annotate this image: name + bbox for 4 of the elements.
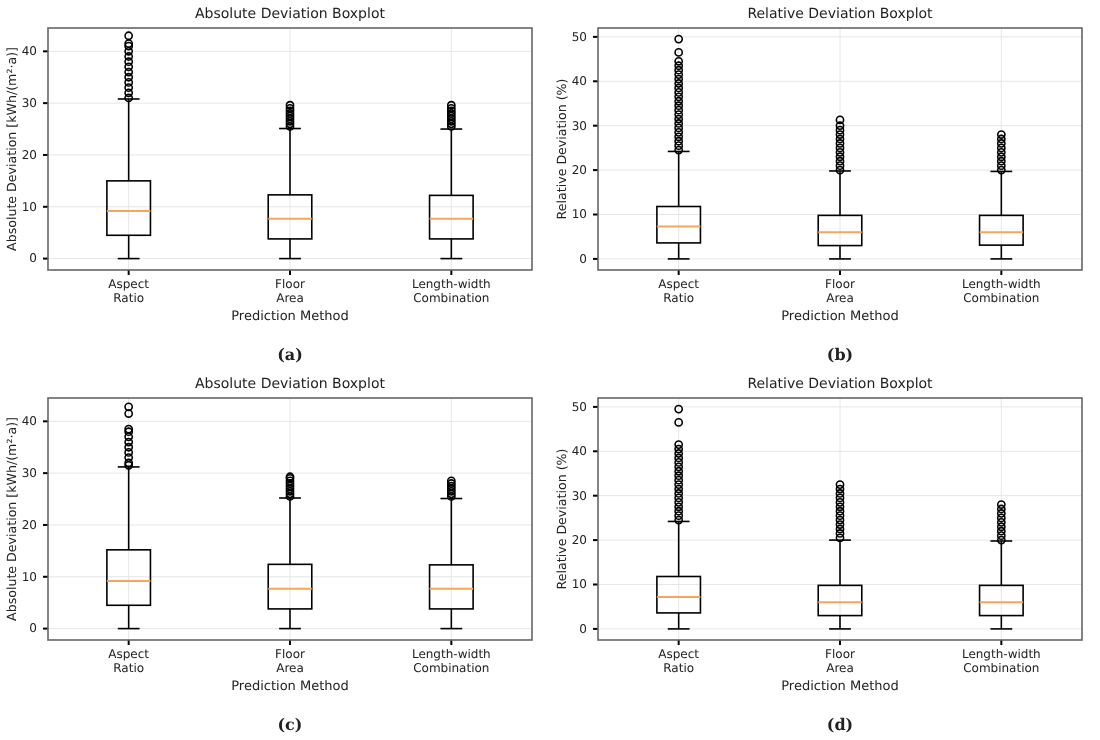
text: (d) xyxy=(826,714,854,734)
text: (c) xyxy=(277,714,303,734)
text: (a) xyxy=(277,344,304,364)
text: (b) xyxy=(826,344,854,364)
